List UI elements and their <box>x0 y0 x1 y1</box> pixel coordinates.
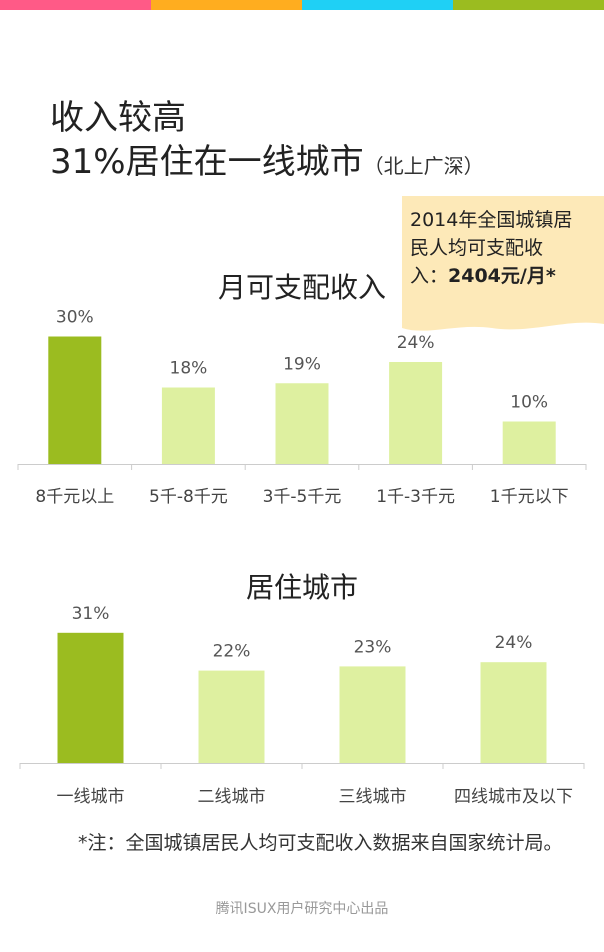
bar-value-label: 19% <box>283 354 321 374</box>
note-line-3: 入：2404元/月* <box>410 262 600 290</box>
bar <box>57 632 124 763</box>
top-color-bar <box>0 0 604 10</box>
bar-value-label: 22% <box>213 642 251 662</box>
bar-value-label: 10% <box>510 393 548 413</box>
category-tick-label: 5千-8千元 <box>149 487 228 507</box>
color-stripe-cyan <box>302 0 453 10</box>
category-tick-label: 1千-3千元 <box>376 487 455 507</box>
bar <box>502 421 556 464</box>
bar-value-label: 30% <box>56 308 94 328</box>
note-card-background <box>402 196 604 331</box>
headline-line-2-main: 31%居住在一线城市 <box>50 142 364 182</box>
bar <box>480 662 547 763</box>
headline-line-2-note: （北上广深） <box>363 154 484 178</box>
bar <box>161 387 215 464</box>
note-line-2: 民人均可支配收 <box>410 237 544 259</box>
bar <box>389 362 443 464</box>
bar-value-label: 24% <box>397 333 435 353</box>
city-chart-title: 居住城市 <box>245 571 358 604</box>
note-text: 2014年全国城镇居 民人均可支配收 入：2404元/月* <box>410 206 600 290</box>
note-line-1: 2014年全国城镇居 <box>410 209 573 231</box>
category-tick-label: 三线城市 <box>339 787 407 807</box>
color-stripe-orange <box>151 0 302 10</box>
category-tick-label: 四线城市及以下 <box>454 787 573 807</box>
bar-value-label: 23% <box>354 637 392 657</box>
headline: 收入较高 31%居住在一线城市（北上广深） <box>50 96 484 188</box>
bar <box>339 666 406 763</box>
bar <box>198 670 265 763</box>
note-income-value: 2404元/月* <box>448 265 556 287</box>
income-chart-title: 月可支配收入 <box>217 271 386 304</box>
credit-text: 腾讯ISUX用户研究中心出品 <box>215 901 389 917</box>
headline-line-2: 31%居住在一线城市（北上广深） <box>50 140 484 188</box>
headline-line-1: 收入较高 <box>50 98 186 138</box>
footnote: *注：全国城镇居民人均可支配收入数据来自国家统计局。 <box>78 832 563 854</box>
bar-value-label: 18% <box>170 359 208 379</box>
category-tick-label: 一线城市 <box>57 787 125 807</box>
category-tick-label: 3千-5千元 <box>263 487 342 507</box>
category-tick-label: 1千元以下 <box>490 487 569 507</box>
bar <box>275 383 329 464</box>
bar <box>48 336 102 464</box>
category-tick-label: 二线城市 <box>198 787 266 807</box>
bar-value-label: 31% <box>72 604 110 624</box>
category-tick-label: 8千元以上 <box>35 487 114 507</box>
note-line-3-prefix: 入： <box>410 265 449 287</box>
color-stripe-pink <box>0 0 151 10</box>
bar-value-label: 24% <box>495 633 533 653</box>
income-note-card: 2014年全国城镇居 民人均可支配收 入：2404元/月* <box>402 196 604 336</box>
color-stripe-green <box>453 0 604 10</box>
